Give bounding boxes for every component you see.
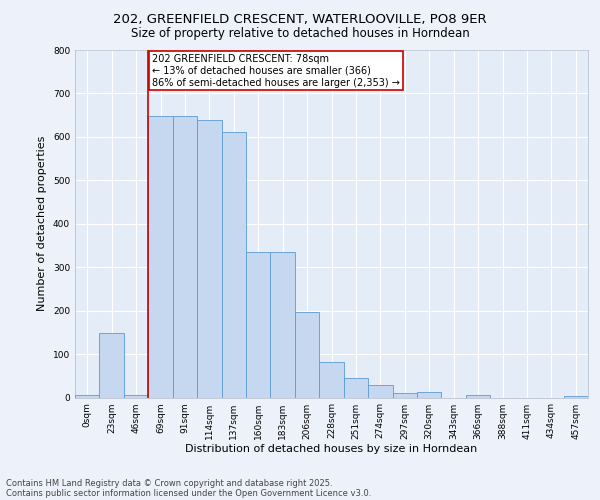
Bar [417,392,442,398]
Bar [148,116,173,398]
Bar [368,386,392,398]
Bar [100,333,124,398]
Text: 202 GREENFIELD CRESCENT: 78sqm
← 13% of detached houses are smaller (366)
86% of: 202 GREENFIELD CRESCENT: 78sqm ← 13% of … [152,54,400,88]
Bar [563,396,588,398]
Bar [344,378,368,398]
Y-axis label: Number of detached properties: Number of detached properties [37,136,47,312]
Bar [221,132,246,398]
Bar [466,396,490,398]
Bar [197,120,221,398]
Bar [319,362,344,398]
Text: 202, GREENFIELD CRESCENT, WATERLOOVILLE, PO8 9ER: 202, GREENFIELD CRESCENT, WATERLOOVILLE,… [113,12,487,26]
Bar [271,252,295,398]
Bar [392,393,417,398]
Bar [124,396,148,398]
Bar [295,312,319,398]
X-axis label: Distribution of detached houses by size in Horndean: Distribution of detached houses by size … [185,444,478,454]
Text: Size of property relative to detached houses in Horndean: Size of property relative to detached ho… [131,28,469,40]
Bar [173,116,197,398]
Bar [75,396,100,398]
Text: Contains HM Land Registry data © Crown copyright and database right 2025.: Contains HM Land Registry data © Crown c… [6,478,332,488]
Bar [246,252,271,398]
Text: Contains public sector information licensed under the Open Government Licence v3: Contains public sector information licen… [6,488,371,498]
